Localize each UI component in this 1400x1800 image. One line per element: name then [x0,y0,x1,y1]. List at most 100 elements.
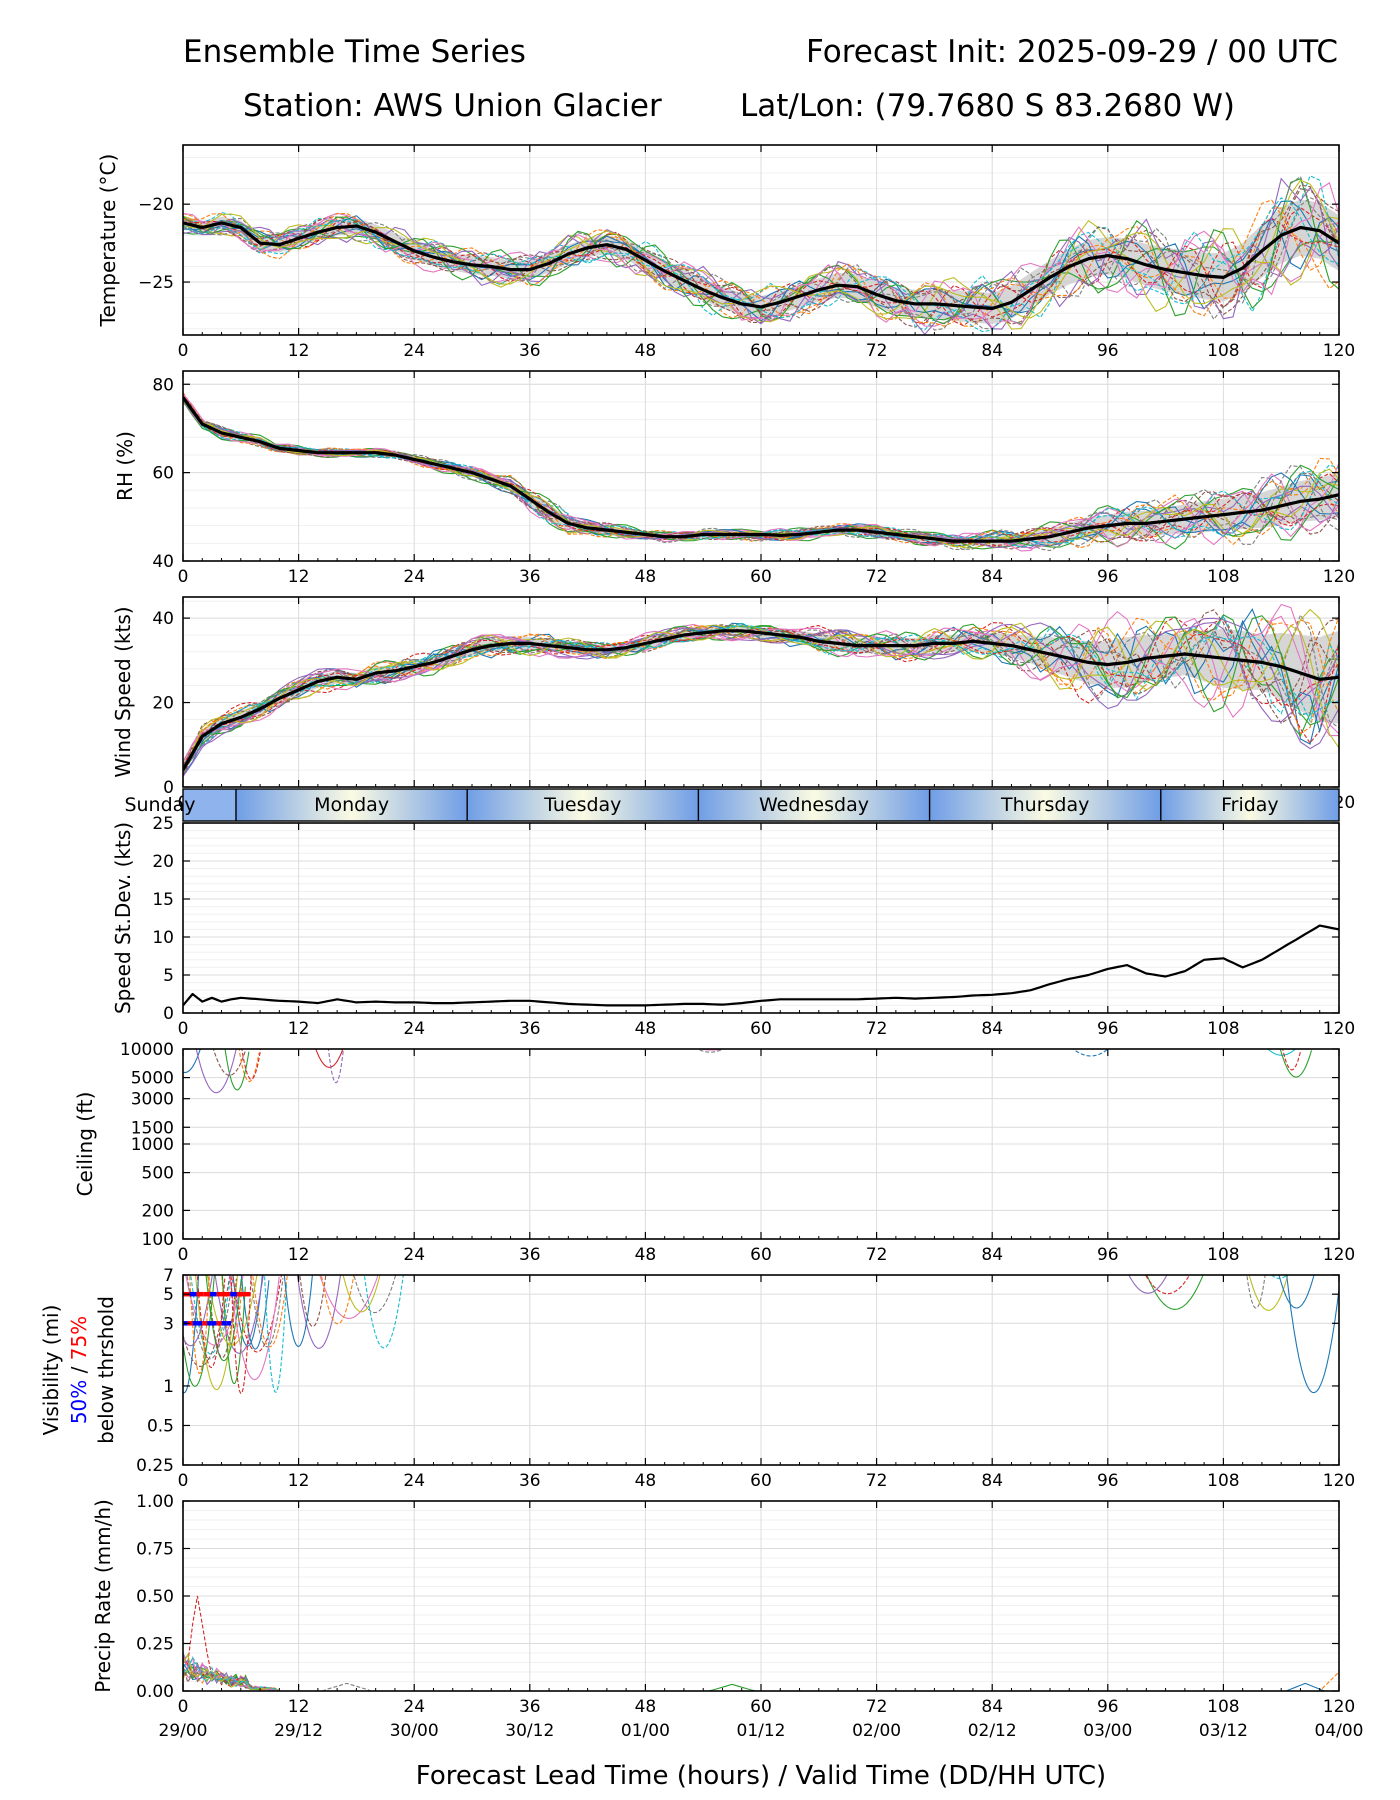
stddev-line [183,924,1339,1007]
threshold-caption: below thrshold [94,1296,118,1444]
threshold-separator: / [67,1360,91,1379]
day-band-frame [182,788,1340,822]
visibility-member-line [229,1275,280,1381]
visibility-member-line [363,1275,404,1349]
ensemble-mean-line [183,221,1339,311]
ensemble-member-line [183,622,1339,771]
ensemble-member-line [183,197,1339,333]
x-tick-label: 24 [403,341,425,361]
y-axis-label: Speed St.Dev. (kts) [111,822,135,1014]
day-label-sunday: Sunday [124,794,195,816]
visibility-member-line [221,1275,244,1347]
valid-time-label: 29/12 [274,1721,323,1741]
y-tick-label: 80 [152,375,174,395]
valid-time-label: 03/00 [1083,1721,1132,1741]
day-band: Sunday Monday Tuesday Wednesday Thursday Frid… [124,788,1340,822]
x-tick-label: 108 [1207,567,1239,587]
ceiling-member-line [238,1049,260,1083]
y-tick-label: 0.00 [136,1682,174,1702]
x-tick-label: 0 [178,567,189,587]
visibility-member-line [1146,1275,1204,1310]
x-tick-label: 72 [866,1697,888,1717]
visibility-member-line [252,1275,288,1348]
ensemble-mean-line [183,629,1339,771]
x-tick-label: 84 [981,341,1003,361]
x-tick-label: 96 [1097,1471,1119,1491]
x-tick-label: 72 [866,1019,888,1039]
visibility-member-line [183,1275,200,1394]
x-tick-label: 0 [178,1697,189,1717]
panel-visibility: 0 12 24 36 48 60 72 84 96 108 120 75 3 1 0.5 0.25 Visibi… [39,1266,1355,1491]
valid-time-label: 04/00 [1315,1721,1364,1741]
panel-precip: 0 29/00 12 29/12 24 30/00 36 30/12 48 01/00 60 01/1… [91,1492,1364,1741]
threshold-50-label: 50% [67,1380,91,1424]
station-label: Station: AWS Union Glacier [243,88,662,124]
y-axis-label: RH (%) [113,431,137,501]
plot-area-speed_sd [183,823,1339,1013]
visibility-member-line [1278,1275,1315,1309]
ensemble-member-line [183,401,1339,552]
x-tick-label: 120 [1323,341,1355,361]
y-tick-label: 1500 [131,1118,174,1138]
plot-area-temperature [183,145,1339,335]
ensemble-member-line [183,179,1339,319]
ceiling-member-line [195,1049,237,1094]
x-tick-label: 24 [403,1019,425,1039]
panel-wind: 0122436486072849610812040200Wind Speed (… [111,596,1355,813]
ceiling-member-line [696,1049,725,1053]
x-tick-label: 0 [178,1245,189,1265]
x-tick-label: 60 [750,1471,772,1491]
day-label-thursday: Thursday [1000,794,1089,816]
x-tick-label: 48 [635,1471,657,1491]
x-tick-label: 48 [635,341,657,361]
threshold-75-label: 75% [67,1316,91,1360]
x-tick-label: 12 [288,1697,310,1717]
y-tick-label: 10000 [120,1040,174,1060]
x-tick-label: 72 [866,1245,888,1265]
x-tick-label: 0 [178,341,189,361]
plot-area-wind [183,597,1339,787]
x-tick-label: 72 [866,341,888,361]
x-tick-label: 108 [1207,1471,1239,1491]
x-tick-label: 108 [1207,341,1239,361]
x-tick-label: 108 [1207,1697,1239,1717]
x-tick-label: 36 [519,1471,541,1491]
latlon-label: Lat/Lon: (79.7680 S 83.2680 W) [740,88,1235,124]
ensemble-member-line [183,175,1339,331]
visibility-member-line [250,1275,284,1348]
y-tick-label: 200 [142,1201,174,1221]
forecast-init-label: Forecast Init: 2025-09-29 / 00 UTC [806,34,1338,70]
y-tick-label: 0.75 [136,1540,174,1560]
panel-speed_sd: 0 12 24 36 48 60 72 84 96 108 120 25 20 15 10 5 0 Speed S… [111,814,1355,1039]
x-tick-label: 108 [1207,1245,1239,1265]
y-tick-label: 3 [163,1314,174,1334]
x-tick-label: 12 [288,1471,310,1491]
day-segment-friday [1160,789,1339,821]
visibility-member-line [342,1275,381,1313]
x-tick-label: 96 [1097,1697,1119,1717]
visibility-member-line [1246,1275,1266,1309]
visibility-member-line [1144,1275,1191,1295]
visibility-member-line [183,1275,215,1387]
day-label-friday: Friday [1221,794,1279,816]
y-tick-label: 500 [142,1164,174,1184]
x-tick-label: 12 [288,341,310,361]
ensemble-member-line [183,182,1339,329]
ceiling-member-line [1279,1049,1313,1078]
y-axis-label: Wind Speed (kts) [111,606,135,777]
ensemble-member-line [183,608,1339,772]
y-tick-label: 1000 [131,1135,174,1155]
visibility-member-line [353,1275,397,1314]
x-tick-label: 24 [403,1697,425,1717]
x-tick-label: 84 [981,1697,1003,1717]
x-tick-label: 120 [1323,1245,1355,1265]
y-tick-label: 5 [163,1285,174,1305]
x-tick-label: 12 [288,1019,310,1039]
ensemble-member-line [183,184,1339,325]
x-tick-label: 48 [635,1697,657,1717]
x-axis-label: Forecast Lead Time (hours) / Valid Time … [416,1761,1106,1791]
ceiling-member-line [698,1049,726,1051]
day-segment-thursday [929,789,1161,821]
y-tick-label: 40 [152,609,174,629]
y-tick-label: 60 [152,464,174,484]
